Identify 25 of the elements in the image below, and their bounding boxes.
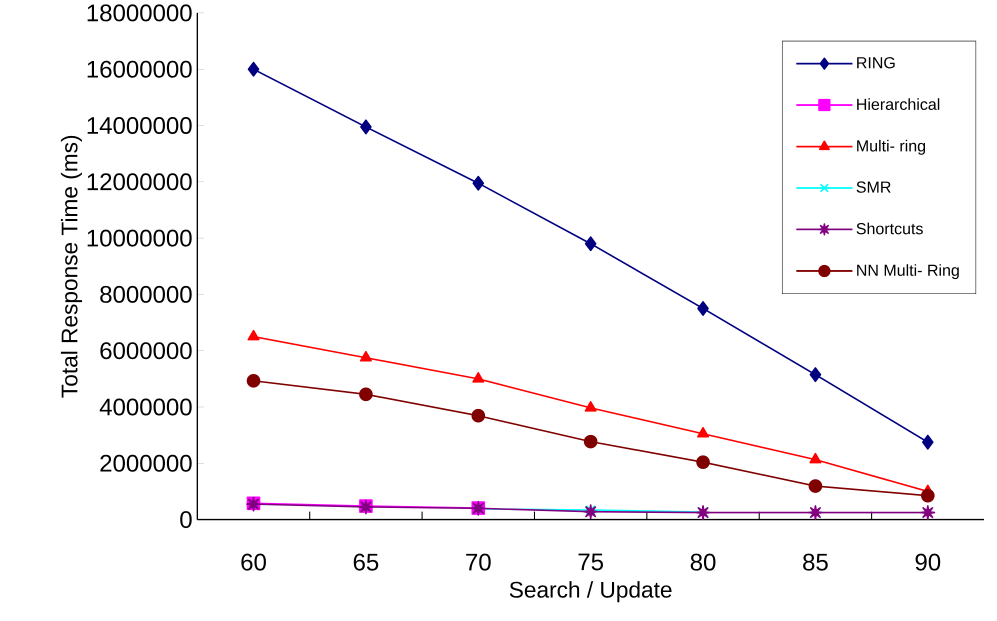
legend-label: NN Multi- Ring	[857, 264, 959, 280]
x-tick-label: 90	[916, 554, 940, 571]
y-tick-label: 2000000	[100, 454, 192, 472]
legend-label: SMR	[856, 181, 891, 193]
legend-label: Multi- ring	[857, 140, 926, 155]
legend-label: RING	[857, 57, 895, 68]
legend-label: Shortcuts	[856, 222, 923, 234]
x-tick-label: 65	[354, 554, 378, 571]
y-axis-title: Total Response Time (ms)	[60, 136, 82, 398]
legend-label: Hierarchical	[857, 98, 940, 110]
y-tick-label: 4000000	[100, 398, 192, 416]
y-tick-label: 12000000	[88, 173, 192, 190]
y-tick-label: 0	[180, 511, 192, 528]
y-tick-label: 8000000	[100, 286, 192, 303]
x-tick-label: 70	[466, 554, 491, 571]
y-tick-label: 14000000	[88, 117, 192, 134]
x-tick-label: 75	[578, 554, 603, 570]
x-tick-label: 80	[690, 554, 716, 571]
x-axis-title: Search / Update	[510, 581, 672, 602]
y-tick-label: 16000000	[88, 60, 192, 78]
x-tick-label: 60	[241, 554, 266, 571]
y-tick-label: 18000000	[88, 4, 192, 22]
x-tick-label: 85	[803, 554, 828, 571]
y-tick-label: 10000000	[88, 230, 192, 247]
y-tick-label: 6000000	[100, 342, 192, 360]
